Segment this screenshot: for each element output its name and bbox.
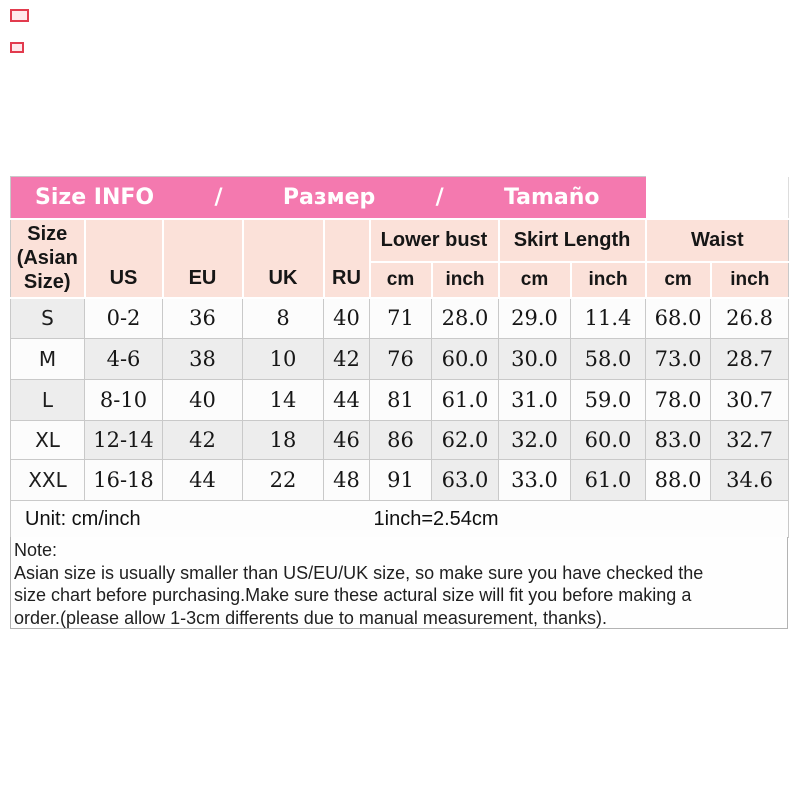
value-cell: 32.0 [498,420,571,460]
unit-footer-row: Unit: cm/inch 1inch=2.54cm [10,500,790,538]
value-cell: 30.7 [710,379,790,421]
value-cell: 88.0 [645,459,712,501]
size-chart-table: Size INFO / Размер / Tamaño Size (Asian … [9,176,790,538]
value-cell: 68.0 [645,297,712,339]
note-box: Note: Asian size is usually smaller than… [10,537,788,629]
value-cell: 63.0 [431,459,499,501]
value-cell: 59.0 [569,379,647,421]
banner-content: Size INFO / Размер / Tamaño [12,184,646,210]
header-bust-cm: cm [368,260,433,299]
value-cell: 8 [242,297,324,339]
value-cell: 22 [242,459,324,501]
note-line: size chart before purchasing.Make sure t… [14,585,692,605]
size-info-banner: Size INFO / Размер / Tamaño [9,176,646,219]
header-us: US [83,217,164,299]
size-row-s: S 0-2 36 8 40 71 28.0 29.0 11.4 68.0 26.… [10,297,790,339]
note-title: Note: [14,540,58,560]
banner-row: Size INFO / Размер / Tamaño [9,176,790,219]
header-skirt-inch: inch [569,260,647,299]
size-cell: L [10,379,85,421]
header-size-asian: Size (Asian Size) [10,217,86,299]
value-cell: 28.0 [431,297,499,339]
watermark-mark-icon [10,9,29,22]
value-cell: 0-2 [84,297,163,339]
value-cell: 73.0 [645,338,712,380]
value-cell: 12-14 [84,420,163,460]
group-header-row: Size (Asian Size) US EU UK RU Lower bust… [10,217,790,299]
banner-separator: / [214,184,223,210]
value-cell: 32.7 [710,420,790,460]
value-cell: 91 [369,459,432,501]
value-cell: 40 [162,379,243,421]
value-cell: 38 [162,338,243,380]
value-cell: 60.0 [569,420,647,460]
conversion-label: 1inch=2.54cm [369,500,790,538]
value-cell: 78.0 [645,379,712,421]
value-cell: 26.8 [710,297,790,339]
note-line: Asian size is usually smaller than US/EU… [14,562,704,583]
banner-title-ru: Размер [282,184,376,210]
banner-title-en: Size INFO [35,184,155,210]
size-row-l: L 8-10 40 14 44 81 61.0 31.0 59.0 78.0 3… [10,379,790,421]
header-skirt-length: Skirt Length [497,217,647,263]
value-cell: 86 [369,420,432,460]
value-cell: 33.0 [498,459,571,501]
value-cell: 30.0 [498,338,571,380]
value-cell: 28.7 [710,338,790,380]
value-cell: 44 [323,379,370,421]
value-cell: 60.0 [431,338,499,380]
value-cell: 4-6 [84,338,163,380]
header-lower-bust: Lower bust [368,217,500,263]
value-cell: 83.0 [645,420,712,460]
value-cell: 46 [323,420,370,460]
header-uk: UK [241,217,325,299]
value-cell: 16-18 [84,459,163,501]
header-waist-cm: cm [644,260,712,299]
value-cell: 44 [162,459,243,501]
size-cell: S [10,297,85,339]
value-cell: 29.0 [498,297,571,339]
value-cell: 71 [369,297,432,339]
value-cell: 81 [369,379,432,421]
note-line: order.(please allow 1-3cm differents due… [14,607,607,628]
banner-empty-space [645,176,790,219]
unit-header-row: cm inch cm inch cm inch [11,260,790,299]
banner-separator: / [435,184,444,210]
value-cell: 10 [242,338,324,380]
value-cell: 8-10 [84,379,163,421]
size-cell: XXL [10,459,85,501]
value-cell: 42 [162,420,243,460]
size-row-m: M 4-6 38 10 42 76 60.0 30.0 58.0 73.0 28… [10,338,790,380]
header-ru: RU [322,217,371,299]
size-row-xxl: XXL 16-18 44 22 48 91 63.0 33.0 61.0 88.… [10,459,790,501]
header-bust-inch: inch [430,260,500,299]
size-row-xl: XL 12-14 42 18 46 86 62.0 32.0 60.0 83.0… [10,420,790,460]
watermark-mark-icon [10,42,24,53]
value-cell: 61.0 [431,379,499,421]
size-cell: M [10,338,85,380]
banner-title-es: Tamaño [503,184,600,210]
value-cell: 31.0 [498,379,571,421]
value-cell: 42 [323,338,370,380]
value-cell: 62.0 [431,420,499,460]
value-cell: 36 [162,297,243,339]
header-waist: Waist [644,217,790,263]
header-eu: EU [161,217,244,299]
value-cell: 40 [323,297,370,339]
value-cell: 34.6 [710,459,790,501]
header-skirt-cm: cm [497,260,572,299]
value-cell: 11.4 [569,297,647,339]
value-cell: 14 [242,379,324,421]
size-cell: XL [10,420,85,460]
unit-label: Unit: cm/inch [10,500,370,538]
value-cell: 76 [369,338,432,380]
value-cell: 58.0 [569,338,647,380]
value-cell: 18 [242,420,324,460]
header-waist-inch: inch [709,260,790,299]
value-cell: 48 [323,459,370,501]
value-cell: 61.0 [569,459,647,501]
